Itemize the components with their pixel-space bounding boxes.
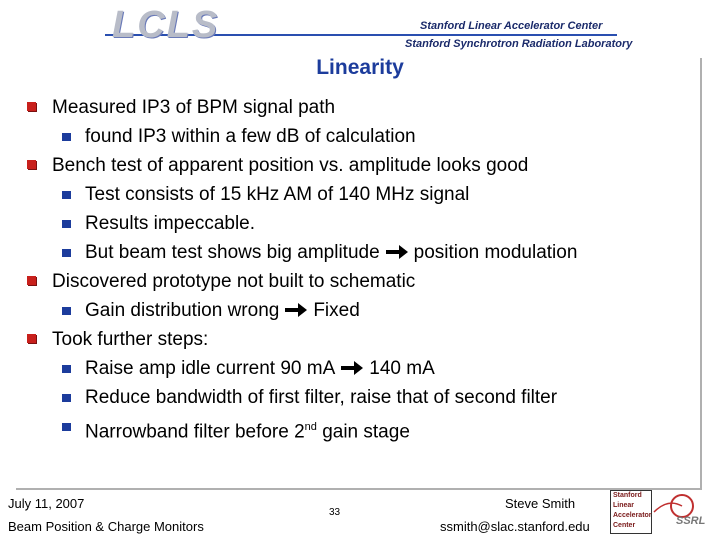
bullet-marker [27,160,36,169]
sub-bullet-text: But beam test shows big amplitude positio… [85,242,577,264]
sub-bullet-marker [62,191,71,199]
text-part: Narrowband filter before 2 [85,421,305,443]
logo-line: Center [613,522,636,529]
bullet-marker [27,102,36,111]
sub-bullet-marker [62,220,71,228]
text-part: Results impeccable. [85,213,256,234]
text-part: position modulation [413,242,578,263]
logo-line: Stanford [613,492,642,499]
slide-title: Linearity [316,56,404,79]
bullet-text: Measured IP3 of BPM signal path [52,97,336,118]
superscript: nd [304,421,317,433]
sub-bullet-text: Gain distribution wrong Fixed [85,300,360,322]
bullet-marker [27,276,36,285]
sub-bullet-marker [62,307,71,315]
text-part: Raise amp idle current 90 mA [85,358,336,379]
org-name: Stanford Linear Accelerator Center [420,20,603,32]
page-number: 33 [329,507,341,518]
sub-bullet-text: Test consists of 15 kHz AM of 140 MHz si… [85,184,469,206]
bullet-text: Took further steps: [52,329,209,350]
sub-bullet-text: Narrowband filter before 2nd gain stage [85,416,410,443]
sub-bullet-text: Raise amp idle current 90 mA 140 mA [85,358,435,380]
sub-bullet-marker [62,394,71,402]
bullet-text: Discovered prototype not built to schema… [52,271,416,292]
footer-subject: Beam Position & Charge Monitors [8,519,204,534]
text-part: Test consists of 15 kHz AM of 140 MHz si… [85,184,470,205]
sub-bullet-text: Reduce bandwidth of first filter, raise … [85,387,557,409]
ssrl-label: SSRL [676,515,706,527]
footer-date: July 11, 2007 [8,496,85,511]
arrow-icon [341,361,364,375]
bullet-marker [27,334,36,343]
text-part: gain stage [322,421,410,443]
org-name: Stanford Synchrotron Radiation Laborator… [405,38,633,50]
logo-line: Accelerator [613,512,652,519]
sub-bullet-text: found IP3 within a few dB of calculation [85,126,416,148]
sub-bullet-marker [62,133,71,141]
sub-bullet-marker [62,249,71,257]
header-rule [105,34,617,36]
text-part: Reduce bandwidth of first filter, raise … [85,387,558,408]
sub-bullet-text: Results impeccable. [85,213,255,235]
footer-author: Steve Smith [505,496,576,511]
text-part: found IP3 within a few dB of calculation [85,126,416,147]
footer-email: ssmith@slac.stanford.edu [440,519,590,534]
arrow-icon [285,303,308,317]
logo: LCLS [112,4,220,46]
arrow-icon [385,245,408,259]
text-part: But beam test shows big amplitude [85,242,380,263]
bullet-text: Bench test of apparent position vs. ampl… [52,155,529,176]
sub-bullet-marker [62,423,71,431]
footer-logo: Stanford Linear Accelerator Center [610,490,652,534]
text-part: Fixed [313,300,360,321]
sub-bullet-marker [62,365,71,373]
text-part: Gain distribution wrong [85,300,280,321]
logo-line: Linear [613,502,635,509]
content-frame [16,58,702,490]
text-part: 140 mA [369,358,435,379]
ssrl-ring [653,494,694,518]
